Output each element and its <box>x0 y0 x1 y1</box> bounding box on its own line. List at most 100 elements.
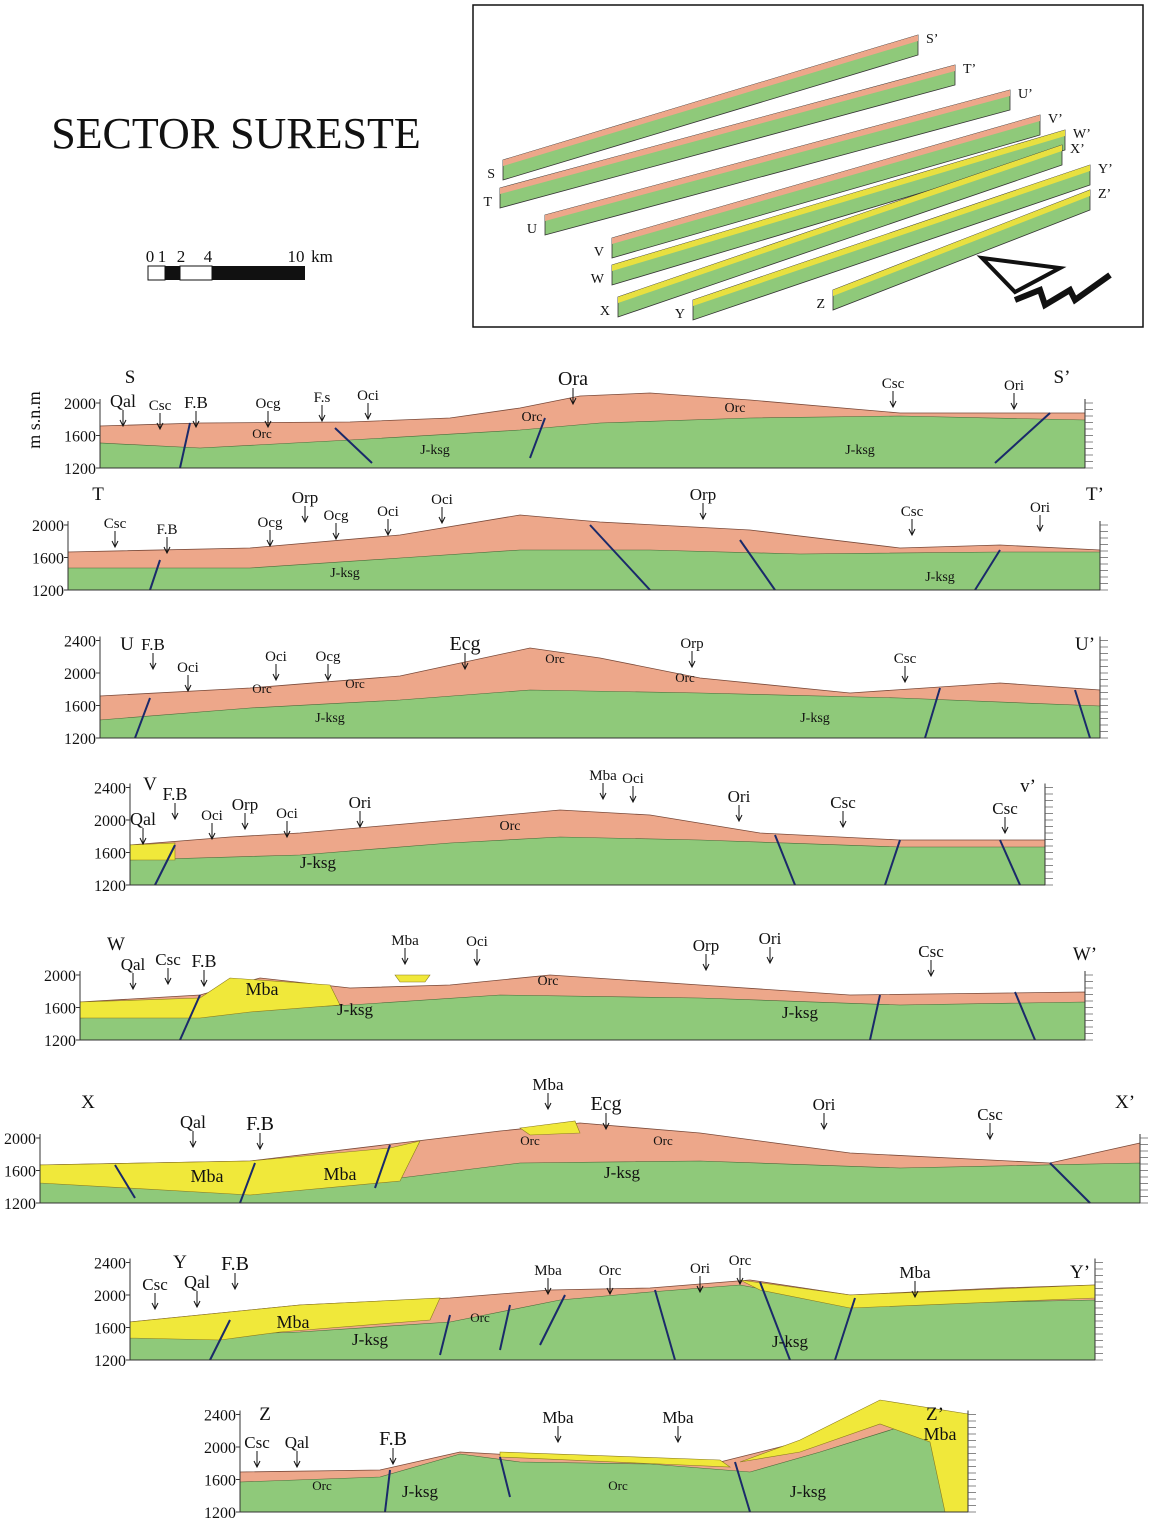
section-start: S <box>125 367 136 388</box>
unit-label: Ori <box>813 1095 836 1114</box>
inset-label: Y <box>675 307 685 322</box>
y-tick-label: 1200 <box>204 1505 236 1522</box>
unit-label: Csc <box>918 942 944 961</box>
fault <box>884 839 901 886</box>
unit-label: Orc <box>675 670 695 685</box>
unit-label: Mba <box>534 1263 562 1279</box>
unit-label: Oci <box>201 808 223 824</box>
unit-label: Mba <box>662 1408 694 1427</box>
section-end: W’ <box>1073 944 1097 965</box>
callout-head <box>301 515 309 524</box>
fault <box>499 1456 511 1498</box>
unit-label: Ori <box>1030 500 1050 516</box>
scale-label: 1 <box>158 247 167 266</box>
callout-head <box>629 795 637 804</box>
fault <box>1049 1162 1091 1204</box>
fault <box>154 844 176 886</box>
fault <box>179 994 201 1041</box>
inset-strip-top <box>612 130 1065 271</box>
callout-head <box>699 512 707 521</box>
inset-label: T <box>483 195 492 210</box>
unit-label: Csc <box>104 516 127 532</box>
callout-head <box>318 414 326 423</box>
inset-label: W’ <box>1073 127 1091 142</box>
fault <box>179 422 191 469</box>
callout-head <box>356 820 364 829</box>
cross-section: 2000 1600 1200 X X’ Qal F.B Mba Ecg Ori Csc Orc Orc M… <box>4 1075 1148 1213</box>
fault <box>924 687 941 739</box>
inset-label: X <box>600 304 610 319</box>
y-tick-label: 1200 <box>4 1196 36 1213</box>
scale-label: 10 <box>288 247 305 266</box>
scale-label: 2 <box>177 247 186 266</box>
inset-label: Z’ <box>1098 187 1111 202</box>
callout-head <box>189 1140 197 1149</box>
callout-head <box>544 1287 552 1296</box>
callout-head <box>735 814 743 823</box>
unit-label: Csc <box>977 1105 1003 1124</box>
y-tick-label: 1600 <box>32 551 64 568</box>
y-tick-label: 1600 <box>64 429 96 446</box>
callout-head <box>438 516 446 525</box>
unit-label: Ocg <box>316 649 341 665</box>
callout-head <box>696 1285 704 1294</box>
unit-label: Mba <box>324 1164 357 1184</box>
callout-head <box>163 546 171 555</box>
section-start: V <box>143 774 157 795</box>
section-end: X’ <box>1115 1092 1135 1113</box>
fault <box>774 834 796 886</box>
unit-label: Csc <box>155 950 181 969</box>
inset-label: S’ <box>926 32 938 47</box>
unit-label: Qal <box>184 1272 210 1292</box>
unit-label: Orp <box>232 795 258 814</box>
unit-label: Orp <box>292 488 318 507</box>
unit-label: Mba <box>899 1263 931 1282</box>
unit-label: Mba <box>277 1312 310 1332</box>
y-tick-label: 1600 <box>94 846 126 863</box>
yellow-unit <box>79 977 341 1019</box>
unit-label: J-ksg <box>420 443 450 458</box>
unit-label: Qal <box>180 1112 206 1132</box>
callout-head <box>911 1290 919 1299</box>
fault <box>529 417 546 459</box>
fault <box>114 1164 136 1199</box>
y-tick-label: 2400 <box>94 1256 126 1273</box>
fault <box>209 1319 231 1361</box>
callout-head <box>200 979 208 988</box>
y-tick-label: 2000 <box>44 968 76 985</box>
inset-label: U <box>527 222 537 237</box>
section-start: W <box>107 934 125 955</box>
fault <box>239 1162 256 1204</box>
section-start: Y <box>173 1252 187 1273</box>
unit-label: Mba <box>542 1408 574 1427</box>
fault <box>974 549 1001 591</box>
callout-head <box>149 662 157 671</box>
unit-label: J-ksg <box>800 711 830 726</box>
y-tick-label: 1600 <box>4 1164 36 1181</box>
unit-label: J-ksg <box>315 711 345 726</box>
callout-head <box>766 956 774 965</box>
unit-label: Oci <box>177 660 199 676</box>
section-end: Y’ <box>1070 1262 1090 1283</box>
unit-label: F.B <box>246 1113 274 1135</box>
fault <box>149 559 161 591</box>
callout-head <box>401 957 409 966</box>
unit-label: Orc <box>252 681 272 696</box>
cross-section: 2400 2000 1600 1200 V v’ F.B Qal Oci Orp Oci Ori Mba… <box>94 768 1053 895</box>
yellow-unit <box>519 1120 581 1136</box>
unit-label: J-ksg <box>772 1332 808 1351</box>
unit-label: Ecg <box>590 1093 621 1115</box>
unit-label: F.B <box>184 393 208 412</box>
unit-label: F.B <box>141 635 165 654</box>
callout-head <box>264 420 272 429</box>
unit-label: Qal <box>121 955 146 974</box>
callout-head <box>184 684 192 693</box>
callout-head <box>554 1435 562 1444</box>
fault <box>999 839 1021 886</box>
callout-head <box>544 1102 552 1111</box>
callout-head <box>473 958 481 967</box>
unit-label: Orc <box>538 974 559 989</box>
section-end: T’ <box>1086 484 1104 505</box>
unit-label: Orc <box>345 676 365 691</box>
inset-strip-top <box>693 165 1090 306</box>
